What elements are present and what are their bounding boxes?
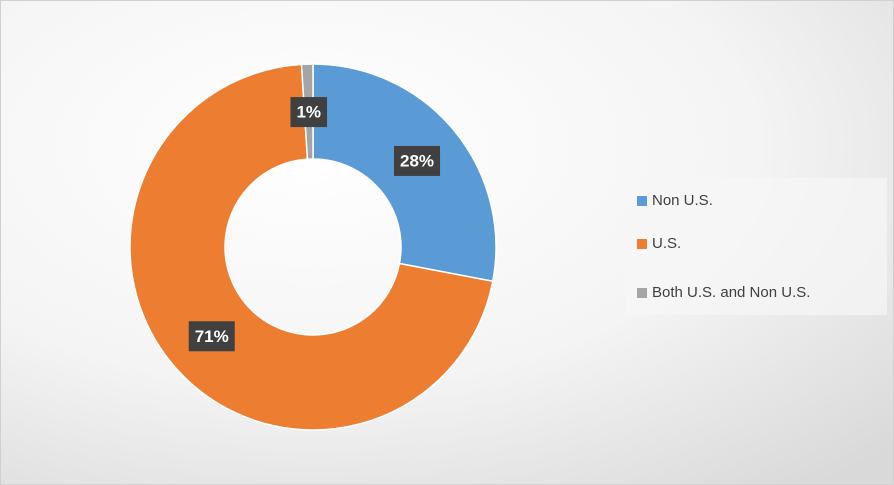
data-label: 1% [296, 103, 321, 122]
legend-box [625, 178, 887, 315]
data-label: 71% [195, 327, 229, 346]
data-labels: 28% 71% 1% [188, 97, 441, 352]
legend-swatch [637, 239, 647, 249]
data-label-box [394, 145, 441, 176]
data-label: 28% [400, 151, 434, 170]
legend-label: Both U.S. and Non U.S. [652, 284, 810, 301]
data-label-box [290, 97, 328, 128]
legend-label: U.S. [652, 235, 681, 252]
legend-label: Non U.S. [652, 192, 713, 209]
data-label-box [188, 321, 235, 352]
legend-swatch [637, 196, 647, 206]
legend-swatch [637, 288, 647, 298]
legend: Non U.S. U.S. Both U.S. and Non U.S. [637, 192, 810, 301]
